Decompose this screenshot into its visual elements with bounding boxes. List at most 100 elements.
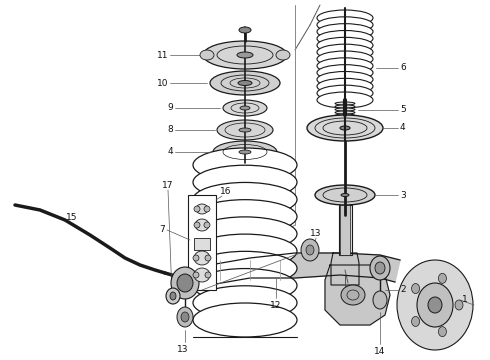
Ellipse shape: [375, 262, 385, 274]
Ellipse shape: [205, 272, 211, 278]
Ellipse shape: [317, 24, 373, 40]
Ellipse shape: [193, 251, 297, 285]
Ellipse shape: [317, 17, 373, 33]
Ellipse shape: [317, 85, 373, 101]
Text: 1: 1: [462, 296, 468, 305]
Ellipse shape: [317, 44, 373, 60]
Ellipse shape: [193, 286, 297, 320]
Ellipse shape: [177, 307, 193, 327]
Ellipse shape: [195, 219, 209, 231]
Ellipse shape: [194, 251, 210, 265]
Ellipse shape: [205, 255, 211, 261]
Polygon shape: [325, 265, 390, 325]
Ellipse shape: [439, 273, 446, 283]
Text: 13: 13: [177, 346, 189, 355]
Ellipse shape: [171, 267, 199, 299]
Ellipse shape: [301, 239, 319, 261]
Ellipse shape: [194, 268, 210, 282]
Ellipse shape: [455, 300, 463, 310]
Ellipse shape: [196, 204, 208, 214]
Text: 11: 11: [156, 50, 168, 59]
Ellipse shape: [335, 105, 355, 108]
Ellipse shape: [193, 269, 297, 302]
Bar: [188, 195, 216, 290]
Ellipse shape: [193, 272, 199, 278]
Ellipse shape: [239, 128, 251, 132]
Ellipse shape: [317, 58, 373, 74]
Ellipse shape: [370, 256, 390, 280]
Ellipse shape: [412, 284, 419, 293]
Ellipse shape: [317, 37, 373, 53]
Ellipse shape: [213, 141, 277, 163]
Ellipse shape: [317, 31, 373, 46]
Ellipse shape: [193, 255, 199, 261]
Ellipse shape: [397, 260, 473, 350]
Text: 10: 10: [156, 78, 168, 87]
Text: 16: 16: [220, 188, 231, 197]
Ellipse shape: [317, 10, 373, 26]
Ellipse shape: [335, 102, 355, 105]
Text: 5: 5: [400, 105, 406, 114]
Ellipse shape: [315, 185, 375, 205]
Text: 17: 17: [162, 180, 173, 189]
Bar: [340, 205, 350, 255]
Bar: [339, 205, 351, 255]
Ellipse shape: [223, 100, 267, 116]
Text: 3: 3: [400, 190, 406, 199]
Ellipse shape: [204, 222, 210, 228]
Ellipse shape: [177, 274, 193, 292]
Ellipse shape: [373, 291, 387, 309]
Ellipse shape: [239, 150, 251, 154]
Text: 2: 2: [400, 285, 406, 294]
Ellipse shape: [317, 65, 373, 81]
Text: 8: 8: [167, 126, 173, 135]
Ellipse shape: [194, 222, 200, 228]
Ellipse shape: [238, 81, 252, 85]
Ellipse shape: [317, 78, 373, 94]
Text: 9: 9: [167, 104, 173, 112]
Text: 15: 15: [66, 213, 78, 222]
Ellipse shape: [417, 283, 453, 327]
Text: 12: 12: [270, 301, 282, 310]
Text: 7: 7: [159, 225, 165, 234]
Ellipse shape: [335, 108, 355, 111]
Ellipse shape: [317, 51, 373, 67]
Ellipse shape: [193, 200, 297, 234]
Polygon shape: [175, 253, 400, 295]
Ellipse shape: [217, 120, 273, 140]
Ellipse shape: [200, 50, 214, 60]
Text: 13: 13: [310, 229, 321, 238]
Ellipse shape: [193, 165, 297, 199]
Ellipse shape: [317, 72, 373, 87]
Ellipse shape: [181, 312, 189, 322]
Ellipse shape: [203, 41, 287, 69]
Ellipse shape: [193, 148, 297, 182]
Polygon shape: [331, 253, 359, 285]
Text: 6: 6: [400, 63, 406, 72]
Ellipse shape: [204, 206, 210, 212]
Bar: [194, 238, 210, 250]
Ellipse shape: [237, 52, 253, 58]
Text: 14: 14: [374, 347, 386, 356]
Ellipse shape: [276, 50, 290, 60]
Ellipse shape: [193, 234, 297, 268]
Ellipse shape: [240, 106, 250, 110]
Ellipse shape: [210, 71, 280, 95]
Ellipse shape: [335, 111, 355, 114]
Ellipse shape: [412, 316, 419, 327]
Ellipse shape: [341, 285, 365, 305]
Ellipse shape: [194, 206, 200, 212]
Ellipse shape: [239, 27, 251, 33]
Ellipse shape: [335, 117, 355, 120]
Ellipse shape: [193, 303, 297, 337]
Ellipse shape: [341, 194, 349, 197]
Ellipse shape: [193, 183, 297, 216]
Ellipse shape: [340, 126, 350, 130]
Ellipse shape: [307, 115, 383, 141]
Ellipse shape: [170, 292, 176, 300]
Ellipse shape: [317, 92, 373, 108]
Ellipse shape: [166, 288, 180, 304]
Ellipse shape: [306, 245, 314, 255]
Ellipse shape: [335, 114, 355, 117]
Ellipse shape: [428, 297, 442, 313]
